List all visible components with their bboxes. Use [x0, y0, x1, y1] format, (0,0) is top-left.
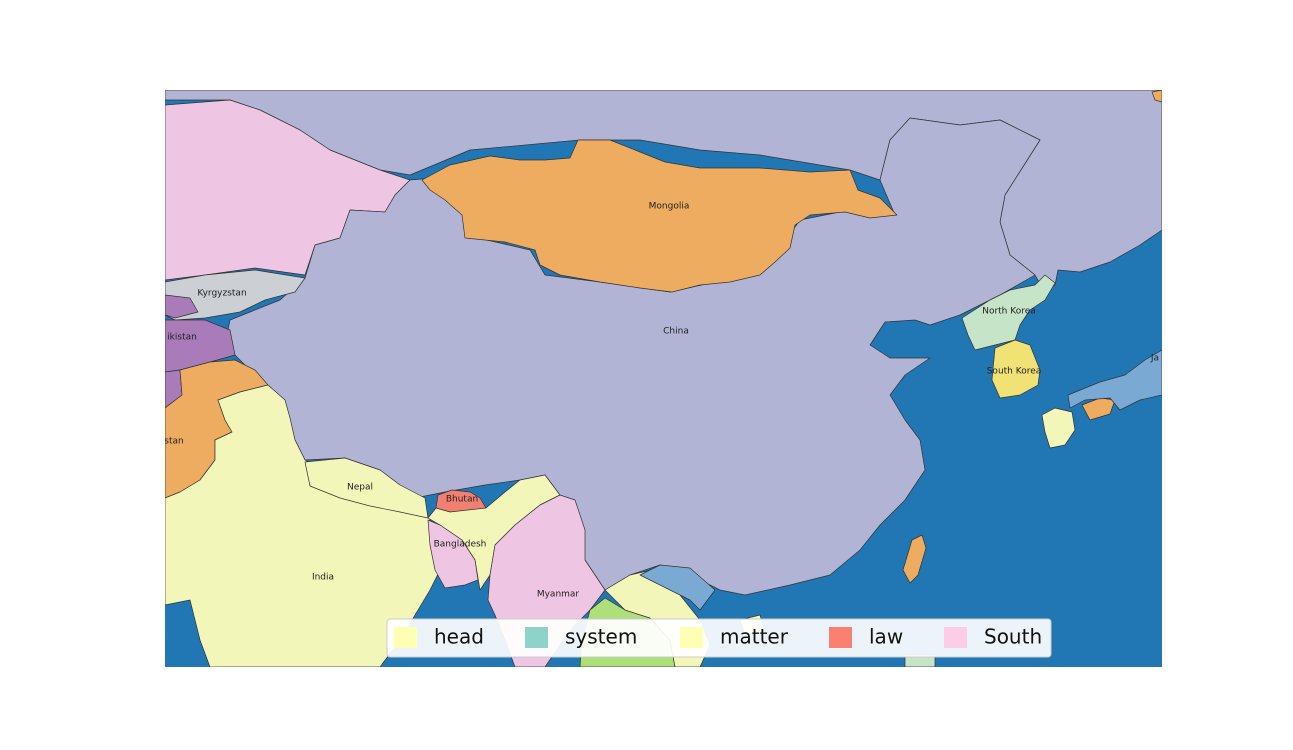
taiwan	[902, 534, 927, 584]
label-bangladesh: Bangladesh	[434, 540, 487, 550]
legend-label-matter: matter	[720, 625, 789, 649]
legend-items: head system matter law South	[394, 625, 1042, 649]
label-myanmar: Myanmar	[537, 590, 580, 600]
label-japan: Ja	[1150, 354, 1159, 364]
legend-label-law: law	[869, 625, 903, 649]
kyrgyzstan	[165, 269, 306, 321]
north-korea	[961, 274, 1056, 351]
mongolia	[421, 139, 898, 293]
uzbekistan-fragment	[165, 294, 199, 319]
label-north-korea: North Korea	[982, 307, 1036, 317]
vietnam-north	[639, 564, 716, 611]
label-mongolia: Mongolia	[649, 202, 690, 212]
legend-box	[386, 618, 1052, 658]
label-afghanistan: stan	[164, 437, 183, 447]
legend-swatch-system	[525, 627, 548, 648]
legend-label-head: head	[434, 625, 484, 649]
legend-swatch-matter	[680, 627, 703, 648]
legend-swatch-law	[829, 627, 852, 648]
legend-label-south: South	[984, 625, 1042, 649]
label-india: India	[312, 573, 334, 583]
label-bhutan: Bhutan	[446, 495, 478, 505]
label-nepal: Nepal	[347, 483, 373, 493]
label-south-korea: South Korea	[987, 367, 1042, 377]
legend-label-system: system	[565, 625, 637, 649]
japan-kyushu	[1041, 407, 1076, 449]
sakhalin-fragment	[1151, 90, 1162, 103]
legend: head system matter law South	[386, 618, 1052, 658]
label-tajikistan: ikistan	[167, 333, 197, 343]
label-kyrgyzstan: Kyrgyzstan	[197, 289, 246, 299]
south-korea	[991, 339, 1041, 399]
japan-honshu	[1067, 349, 1162, 411]
legend-swatch-south	[944, 627, 967, 648]
bangladesh	[427, 519, 479, 589]
legend-swatch-head	[394, 627, 417, 648]
map-area: Mongolia China Kyrgyzstan ikistan stan I…	[164, 90, 1162, 667]
label-china: China	[663, 327, 689, 337]
